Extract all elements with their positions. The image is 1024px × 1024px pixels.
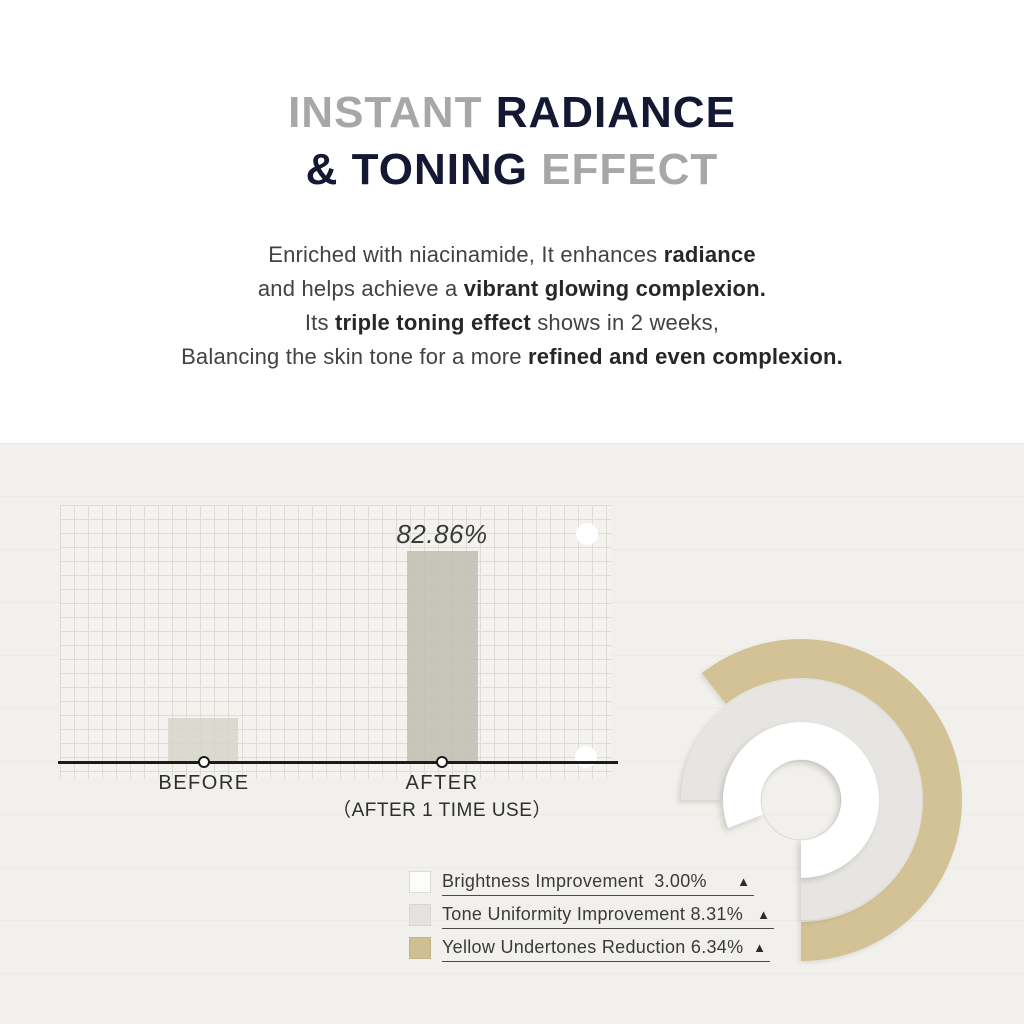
arc-yellow-undertones-reduction — [701, 639, 962, 961]
title-segment: INSTANT — [288, 88, 496, 137]
title-line-1: INSTANT RADIANCE — [0, 84, 1024, 141]
intro-line: Its triple toning effect shows in 2 week… — [304, 310, 720, 335]
legend-swatch-brightness — [409, 871, 431, 893]
donut-center-hole-outline — [760, 759, 842, 841]
paper-hole-top — [576, 523, 598, 545]
intro-paragraph: Enriched with niacinamide, It enhances r… — [0, 238, 1024, 374]
legend-label-yellow-undertones: Yellow Undertones Reduction 6.34% — [442, 937, 744, 957]
legend-label-brightness: Brightness Improvement 3.00% — [442, 871, 707, 891]
axis-marker-after — [436, 756, 448, 768]
intro-line: and helps achieve a vibrant glowing comp… — [257, 276, 767, 301]
title-segment: EFFECT — [541, 145, 719, 194]
bar-after — [407, 551, 478, 763]
paper-hole-bottom — [575, 746, 597, 768]
up-triangle-icon: ▲ — [753, 940, 766, 955]
bar-value-label: 82.86% — [396, 519, 488, 549]
page-title: INSTANT RADIANCE & TONING EFFECT — [0, 84, 1024, 198]
category-label-after: AFTER — [405, 772, 479, 794]
legend-swatch-tone-uniformity — [409, 904, 431, 926]
up-triangle-icon: ▲ — [757, 907, 770, 922]
arc-brightness-improvement — [723, 722, 880, 878]
up-triangle-icon: ▲ — [737, 874, 750, 889]
header-section: INSTANT RADIANCE & TONING EFFECT Enriche… — [0, 0, 1024, 443]
title-segment: RADIANCE — [495, 88, 736, 137]
legend-item-tone-uniformity: Tone Uniformity Improvement 8.31% ▲ — [409, 904, 774, 929]
legend-item-brightness: Brightness Improvement 3.00% ▲ — [409, 871, 774, 896]
bar-chart — [60, 505, 611, 779]
bar-before — [168, 718, 238, 763]
arc-tone-uniformity-improvement — [681, 680, 921, 920]
results-section: 82.86% BEFORE AFTER （AFTER 1 TIME USE） B… — [0, 443, 1024, 1024]
chart-legend: Brightness Improvement 3.00% ▲ Tone Unif… — [409, 871, 774, 970]
legend-item-yellow-undertones: Yellow Undertones Reduction 6.34% ▲ — [409, 937, 774, 962]
category-label-before: BEFORE — [158, 772, 250, 794]
axis-marker-before — [198, 756, 210, 768]
title-line-2: & TONING EFFECT — [0, 141, 1024, 198]
category-sublabel-after: （AFTER 1 TIME USE） — [332, 800, 552, 821]
title-segment: & TONING — [305, 145, 542, 194]
legend-swatch-yellow-undertones — [409, 937, 431, 959]
intro-line: Enriched with niacinamide, It enhances r… — [268, 242, 756, 267]
donut-chart — [681, 639, 962, 961]
legend-label-tone-uniformity: Tone Uniformity Improvement 8.31% — [442, 904, 744, 924]
x-axis — [58, 761, 618, 764]
intro-line: Balancing the skin tone for a more refin… — [181, 344, 843, 369]
